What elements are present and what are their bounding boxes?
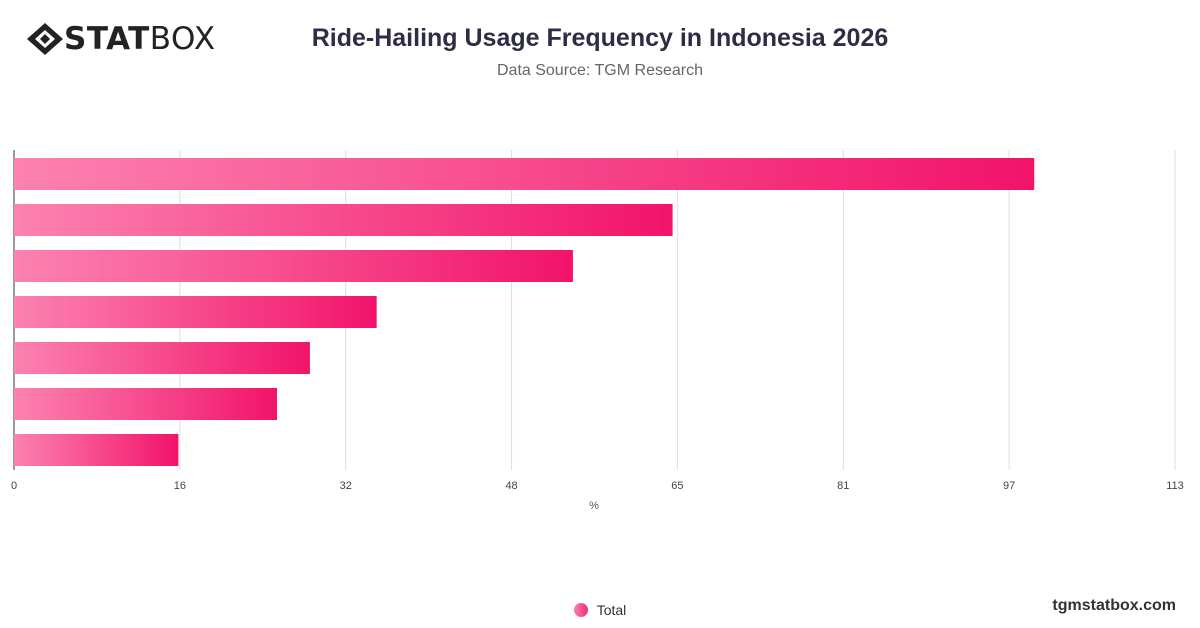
x-axis-label: %: [589, 500, 599, 512]
bar[interactable]: [14, 296, 377, 328]
bar[interactable]: [14, 388, 278, 420]
legend-marker: [573, 603, 588, 617]
statbox-logo: STATBOX: [26, 22, 216, 56]
legend-label-total: Total: [596, 602, 627, 618]
x-tick-label: 0: [11, 480, 17, 492]
x-tick-label: 32: [340, 480, 352, 492]
legend[interactable]: Total: [0, 602, 1200, 618]
x-tick-label: 97: [1003, 480, 1015, 492]
statbox-diamond-icon: [27, 23, 63, 55]
x-tick-label: 65: [671, 480, 683, 492]
bar[interactable]: [14, 250, 573, 282]
statbox-wordmark: STATBOX: [64, 20, 216, 57]
bar[interactable]: [14, 204, 673, 236]
bar[interactable]: [14, 158, 1035, 190]
x-tick-label: 81: [837, 480, 849, 492]
bars: [14, 158, 1035, 466]
x-tick-label: 48: [505, 480, 517, 492]
x-axis-ticks: 0 16 32 48 65 81 97 113: [11, 480, 1184, 492]
bar[interactable]: [14, 434, 179, 466]
x-tick-label: 113: [1166, 480, 1184, 492]
chart-subtitle: Data Source: TGM Research: [496, 62, 703, 79]
chart-title: Ride-Hailing Usage Frequency in Indonesi…: [311, 24, 889, 52]
x-tick-label: 16: [174, 480, 186, 492]
bar[interactable]: [14, 342, 310, 374]
watermark: tgmstatbox.com: [1052, 597, 1176, 614]
